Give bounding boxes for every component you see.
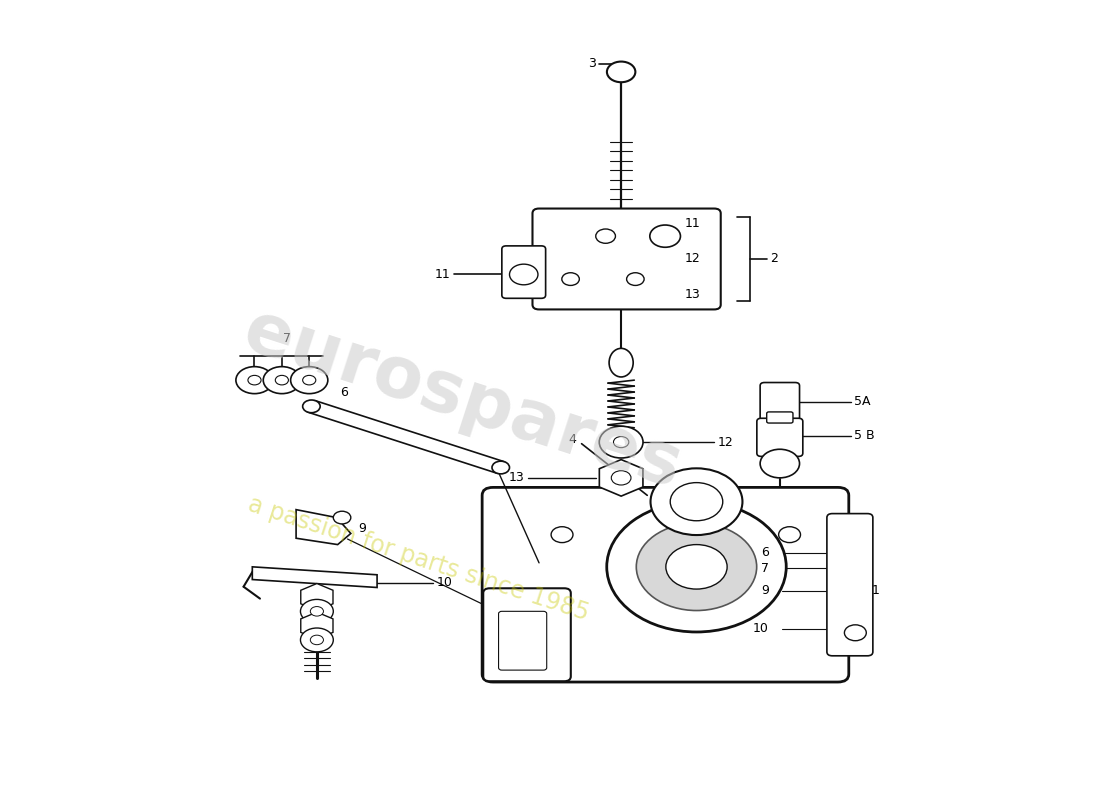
Circle shape [650,225,681,247]
FancyBboxPatch shape [760,382,800,421]
Text: 12: 12 [717,436,734,449]
Text: 13: 13 [684,288,701,301]
Text: 7: 7 [761,562,769,575]
Text: 5: 5 [855,521,862,534]
Text: 5 B: 5 B [855,430,875,442]
Circle shape [290,366,328,394]
Text: 1: 1 [872,584,880,597]
Circle shape [562,273,580,286]
FancyBboxPatch shape [757,418,803,457]
Text: 2: 2 [770,253,778,266]
Circle shape [263,366,300,394]
Circle shape [310,606,323,616]
FancyBboxPatch shape [482,487,849,682]
Circle shape [551,526,573,542]
Text: 9: 9 [761,584,769,597]
Text: 11: 11 [434,268,450,281]
Circle shape [627,273,645,286]
Circle shape [248,375,261,385]
Text: 13: 13 [509,471,525,484]
Circle shape [670,482,723,521]
FancyBboxPatch shape [483,588,571,682]
Polygon shape [252,567,377,587]
Text: 10: 10 [754,622,769,635]
Text: 12: 12 [684,253,701,266]
Polygon shape [308,401,504,474]
Text: 9: 9 [359,522,366,535]
Text: 11: 11 [684,217,701,230]
Circle shape [607,62,636,82]
Text: 4: 4 [569,434,576,446]
Polygon shape [296,510,351,545]
Circle shape [612,470,631,485]
FancyBboxPatch shape [502,246,546,298]
Circle shape [310,635,323,645]
Circle shape [302,375,316,385]
Circle shape [600,426,643,458]
FancyBboxPatch shape [827,514,873,656]
Circle shape [666,545,727,589]
FancyBboxPatch shape [532,209,720,310]
Circle shape [302,400,320,413]
Text: eurospares: eurospares [234,297,691,503]
Circle shape [235,366,273,394]
Circle shape [333,511,351,524]
Circle shape [779,526,801,542]
Circle shape [760,450,800,478]
FancyBboxPatch shape [498,611,547,670]
Text: 7: 7 [284,332,292,346]
Text: 6: 6 [340,386,348,398]
Circle shape [650,468,743,535]
Circle shape [614,437,629,448]
Circle shape [845,625,867,641]
Circle shape [492,461,509,474]
Circle shape [300,599,333,623]
Circle shape [509,264,538,285]
Text: 10: 10 [437,576,452,590]
Text: 3: 3 [588,58,596,70]
Circle shape [636,523,757,610]
Text: 6: 6 [761,546,769,559]
Text: a passion for parts since 1985: a passion for parts since 1985 [245,492,592,626]
Circle shape [596,229,615,243]
Ellipse shape [609,348,634,377]
Circle shape [300,628,333,652]
Text: 5A: 5A [855,395,871,408]
Circle shape [275,375,288,385]
Circle shape [607,502,786,632]
FancyBboxPatch shape [767,412,793,423]
